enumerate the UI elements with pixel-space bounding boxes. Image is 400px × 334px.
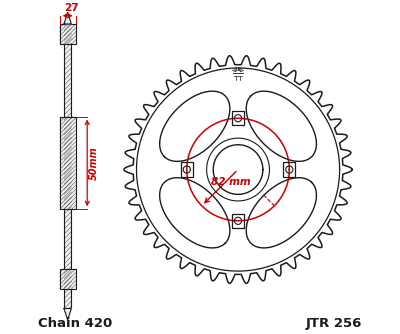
Bar (181, 162, 193, 177)
Text: 82 mm: 82 mm (211, 177, 250, 187)
Polygon shape (64, 12, 71, 24)
Bar (60, 117, 76, 209)
Text: 27: 27 (64, 3, 79, 13)
Polygon shape (64, 309, 71, 320)
Bar (60, 24, 76, 44)
Bar (60, 269, 76, 289)
Bar (232, 111, 244, 125)
Bar (64, 24, 71, 309)
Text: JTR 256: JTR 256 (306, 317, 362, 330)
Text: Chain 420: Chain 420 (38, 317, 112, 330)
Text: 50mm: 50mm (88, 146, 98, 180)
Bar (283, 162, 295, 177)
Bar (232, 214, 244, 228)
